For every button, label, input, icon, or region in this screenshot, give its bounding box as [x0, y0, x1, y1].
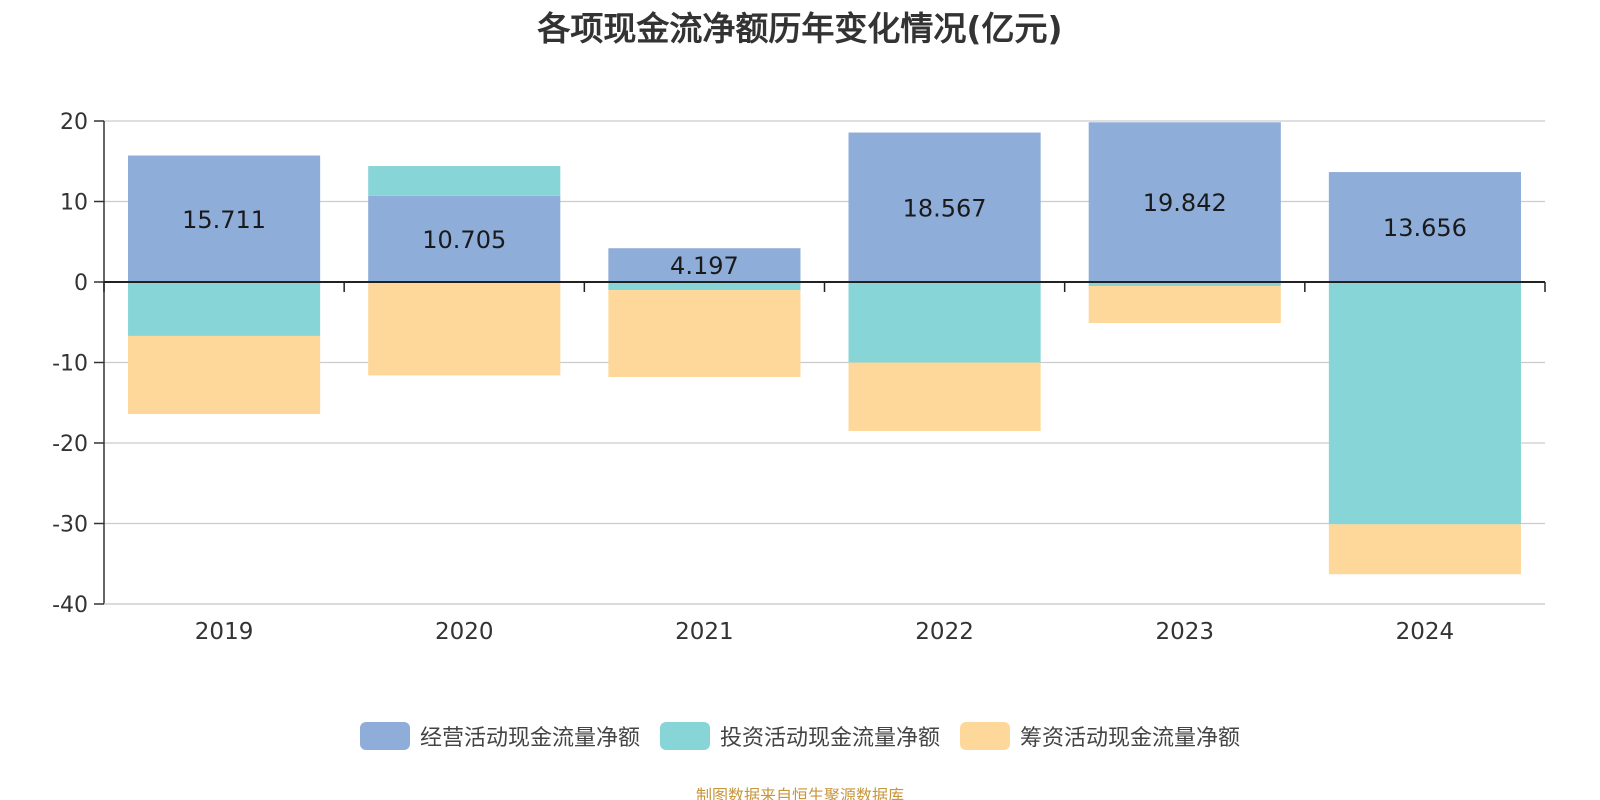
data-label: 19.842 — [1143, 189, 1227, 217]
legend-swatch — [659, 722, 710, 750]
legend-item[interactable]: 经营活动现金流量净额 — [359, 720, 640, 752]
y-tick-label: -20 — [52, 432, 88, 457]
y-tick-label: 20 — [60, 110, 88, 135]
chart-legend: 经营活动现金流量净额 投资活动现金流量净额 筹资活动现金流量净额 — [0, 720, 1600, 752]
y-tick-label: 10 — [60, 191, 88, 216]
bar-segment — [128, 282, 321, 336]
legend-label: 经营活动现金流量净额 — [419, 726, 640, 751]
bar-segment — [1088, 286, 1281, 324]
y-tick-label: -30 — [52, 513, 88, 538]
data-label: 18.567 — [903, 194, 987, 222]
bar-segment — [848, 282, 1041, 363]
x-tick-label: 2020 — [435, 619, 494, 645]
bar-segment — [368, 195, 561, 282]
bar-segment — [1328, 282, 1521, 525]
bar-segment — [848, 362, 1041, 431]
bar-segment — [1088, 122, 1281, 282]
legend-swatch — [960, 722, 1010, 750]
data-label: 4.197 — [670, 252, 739, 280]
data-label: 15.711 — [182, 206, 266, 234]
legend-label: 投资活动现金流量净额 — [719, 726, 940, 751]
bar-segment — [608, 290, 801, 377]
bar-segment — [1088, 282, 1281, 287]
legend-swatch — [359, 722, 410, 750]
data-label: 10.705 — [422, 226, 506, 254]
legend-item[interactable]: 筹资活动现金流量净额 — [960, 720, 1240, 752]
x-tick-label: 2024 — [1396, 619, 1455, 645]
bar-segment — [848, 132, 1041, 282]
x-tick-label: 2022 — [915, 619, 974, 645]
stacked-bar-chart: 20 10 0 -10 -20 -30 -40 15.711 10.705 4.197 18.567… — [52, 110, 1546, 645]
chart-title: 各项现金流净额历年变化情况(亿元) — [537, 9, 1063, 48]
y-tick-label: 0 — [74, 271, 88, 296]
bar-segment — [608, 282, 801, 291]
bar-segment — [1328, 524, 1521, 575]
x-tick-label: 2019 — [195, 619, 254, 645]
legend-label: 筹资活动现金流量净额 — [1020, 726, 1241, 751]
data-label: 13.656 — [1383, 214, 1467, 242]
x-tick-label: 2023 — [1155, 619, 1214, 645]
y-tick-label: -10 — [52, 352, 88, 377]
legend-item[interactable]: 投资活动现金流量净额 — [659, 720, 940, 752]
y-tick-label: -40 — [52, 593, 88, 618]
bar-segment — [1328, 172, 1521, 282]
bar-segment — [368, 166, 561, 196]
bar-segment — [368, 282, 561, 376]
bar-segment — [128, 335, 321, 415]
x-tick-label: 2021 — [675, 619, 734, 645]
data-source-note: 制图数据来自恒生聚源数据库 — [695, 786, 904, 800]
bar-segment — [128, 155, 321, 282]
bar-segment — [608, 248, 801, 282]
